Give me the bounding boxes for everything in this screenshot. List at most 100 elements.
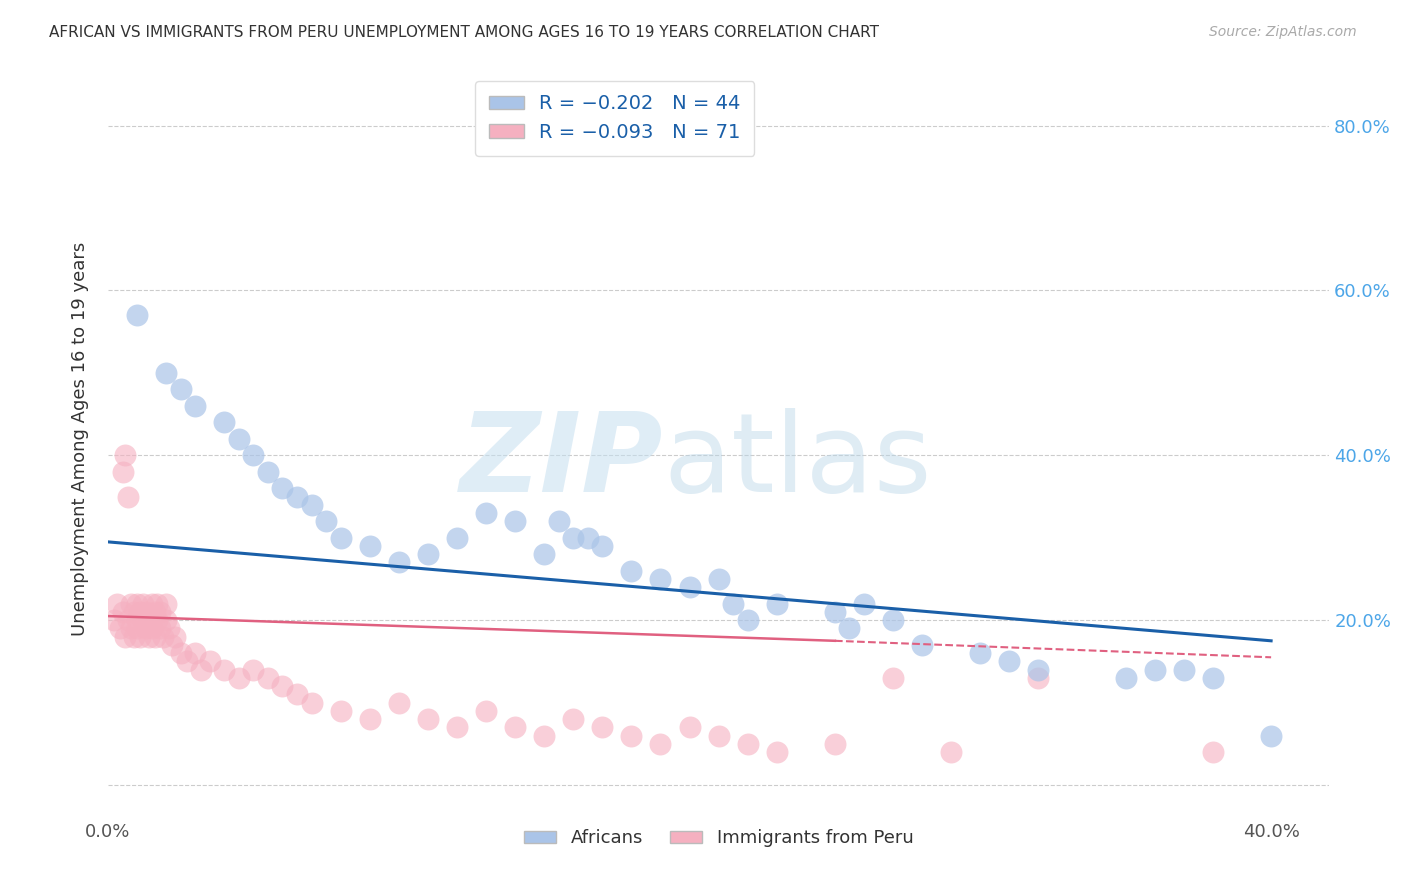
Point: [114, 630, 136, 644]
Point: [650, 572, 672, 586]
Point: [301, 498, 323, 512]
Point: [824, 605, 846, 619]
Point: [388, 556, 411, 570]
Point: [132, 613, 155, 627]
Point: [163, 630, 186, 644]
Point: [103, 613, 125, 627]
Point: [228, 432, 250, 446]
Point: [998, 655, 1021, 669]
Point: [576, 531, 599, 545]
Point: [315, 514, 337, 528]
Point: [143, 630, 166, 644]
Point: [853, 597, 876, 611]
Point: [562, 531, 585, 545]
Point: [838, 622, 860, 636]
Text: Source: ZipAtlas.com: Source: ZipAtlas.com: [1209, 25, 1357, 39]
Point: [214, 415, 236, 429]
Point: [138, 613, 160, 627]
Point: [117, 613, 139, 627]
Point: [120, 597, 142, 611]
Legend: Africans, Immigrants from Peru: Africans, Immigrants from Peru: [516, 822, 921, 855]
Point: [1028, 663, 1050, 677]
Point: [446, 531, 468, 545]
Point: [125, 613, 148, 627]
Point: [108, 622, 131, 636]
Point: [329, 531, 352, 545]
Point: [117, 490, 139, 504]
Point: [242, 448, 264, 462]
Point: [359, 539, 381, 553]
Point: [301, 696, 323, 710]
Point: [125, 597, 148, 611]
Point: [228, 671, 250, 685]
Point: [416, 547, 439, 561]
Point: [620, 729, 643, 743]
Point: [105, 597, 128, 611]
Point: [271, 679, 294, 693]
Point: [446, 720, 468, 734]
Text: ZIP: ZIP: [460, 408, 664, 515]
Point: [737, 737, 759, 751]
Point: [170, 383, 193, 397]
Point: [1115, 671, 1137, 685]
Point: [120, 622, 142, 636]
Point: [122, 630, 145, 644]
Point: [765, 597, 787, 611]
Point: [911, 638, 934, 652]
Point: [160, 638, 183, 652]
Point: [941, 745, 963, 759]
Point: [141, 597, 163, 611]
Point: [155, 366, 177, 380]
Point: [198, 655, 221, 669]
Point: [503, 514, 526, 528]
Point: [882, 671, 904, 685]
Point: [157, 622, 180, 636]
Point: [111, 605, 134, 619]
Point: [620, 564, 643, 578]
Point: [721, 597, 744, 611]
Point: [388, 696, 411, 710]
Point: [562, 712, 585, 726]
Point: [1028, 671, 1050, 685]
Point: [190, 663, 212, 677]
Point: [111, 465, 134, 479]
Point: [135, 622, 157, 636]
Point: [129, 605, 152, 619]
Point: [650, 737, 672, 751]
Point: [149, 622, 172, 636]
Point: [533, 729, 555, 743]
Point: [1260, 729, 1282, 743]
Point: [155, 613, 177, 627]
Point: [184, 399, 207, 413]
Point: [285, 490, 308, 504]
Point: [707, 572, 730, 586]
Point: [122, 605, 145, 619]
Point: [125, 622, 148, 636]
Point: [1173, 663, 1195, 677]
Point: [141, 622, 163, 636]
Point: [242, 663, 264, 677]
Point: [969, 646, 991, 660]
Y-axis label: Unemployment Among Ages 16 to 19 years: Unemployment Among Ages 16 to 19 years: [72, 242, 89, 636]
Point: [214, 663, 236, 677]
Text: AFRICAN VS IMMIGRANTS FROM PERU UNEMPLOYMENT AMONG AGES 16 TO 19 YEARS CORRELATI: AFRICAN VS IMMIGRANTS FROM PERU UNEMPLOY…: [49, 25, 879, 40]
Point: [416, 712, 439, 726]
Point: [475, 506, 498, 520]
Point: [707, 729, 730, 743]
Point: [257, 465, 280, 479]
Point: [146, 597, 169, 611]
Point: [1202, 671, 1225, 685]
Point: [135, 605, 157, 619]
Point: [765, 745, 787, 759]
Point: [882, 613, 904, 627]
Point: [824, 737, 846, 751]
Point: [678, 580, 700, 594]
Point: [533, 547, 555, 561]
Point: [271, 481, 294, 495]
Point: [125, 308, 148, 322]
Point: [591, 720, 613, 734]
Point: [591, 539, 613, 553]
Point: [138, 630, 160, 644]
Point: [475, 704, 498, 718]
Point: [359, 712, 381, 726]
